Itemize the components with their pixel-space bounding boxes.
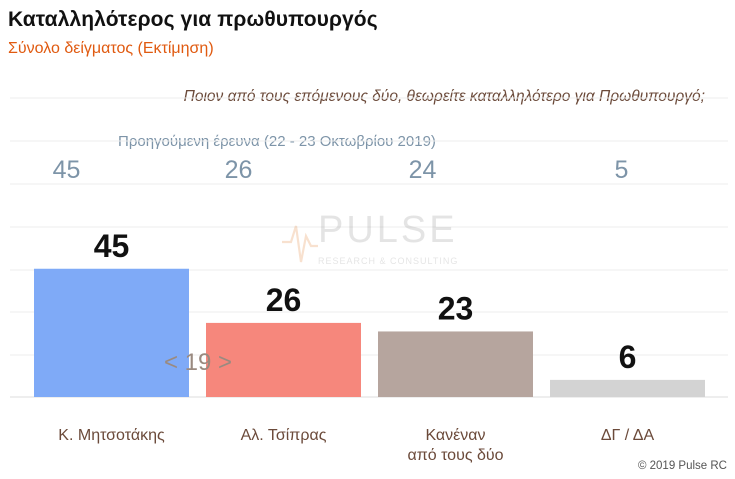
bar-value-label: 26: [266, 282, 302, 318]
bar-value-label: 45: [94, 228, 130, 264]
chart-title: Καταλληλότερος για πρωθυπουργός: [8, 8, 378, 31]
difference-label: < 19 >: [164, 349, 232, 376]
bar-value-label: 6: [619, 339, 637, 375]
bar: [550, 379, 705, 397]
category-label: από τους δύο: [407, 447, 503, 464]
survey-question: Ποιον από τους επόμενους δύο, θεωρείτε κ…: [183, 88, 705, 105]
copyright: © 2019 Pulse RC: [637, 460, 727, 472]
category-label: Αλ. Τσίπρας: [241, 427, 327, 444]
category-label: Κ. Μητσοτάκης: [58, 427, 165, 444]
previous-value-label: 5: [615, 156, 629, 184]
bar: [206, 322, 361, 397]
previous-value-label: 26: [225, 156, 253, 184]
watermark-heartbeat-icon: [282, 225, 318, 263]
watermark-name: PULSE: [318, 209, 458, 251]
bar: [378, 331, 533, 397]
bar-value-label: 23: [438, 290, 474, 326]
bar: [34, 268, 189, 397]
chart-subtitle: Σύνολο δείγματος (Εκτίμηση): [8, 40, 214, 57]
labels: 45 45 Κ. Μητσοτάκης 26 26 Αλ. Τσίπρας 23 24 Κανέ…: [53, 156, 655, 464]
previous-value-label: 24: [409, 156, 437, 184]
watermark-tagline: RESEARCH & CONSULTING: [318, 256, 458, 266]
pulse-watermark: PULSE RESEARCH & CONSULTING: [282, 209, 458, 266]
category-label: ΔΓ / ΔΑ: [601, 427, 655, 444]
category-label: Κανέναν: [425, 427, 485, 444]
bars: [34, 268, 705, 397]
previous-value-label: 45: [53, 156, 81, 184]
